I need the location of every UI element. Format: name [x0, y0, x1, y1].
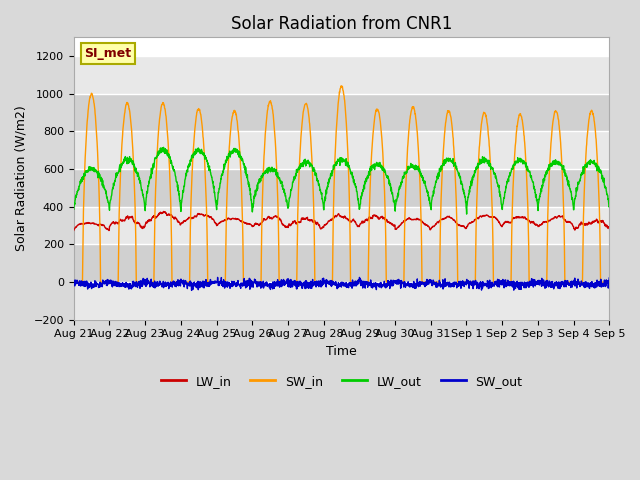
Y-axis label: Solar Radiation (W/m2): Solar Radiation (W/m2)	[15, 106, 28, 252]
SW_out	[605, 275, 613, 281]
LW_out	[369, 164, 376, 169]
LW_out	[70, 206, 77, 212]
SW_out	[573, 281, 581, 287]
SW_out	[497, 282, 505, 288]
Title: Solar Radiation from CNR1: Solar Radiation from CNR1	[231, 15, 452, 33]
LW_out	[357, 196, 365, 202]
SW_out	[220, 277, 227, 283]
SW_out	[70, 281, 77, 287]
LW_in	[70, 228, 77, 233]
SW_out	[214, 275, 221, 280]
Line: SW_out: SW_out	[74, 277, 609, 290]
LW_in	[497, 223, 505, 228]
Bar	[74, 94, 609, 132]
LW_in	[573, 225, 581, 231]
SW_in	[220, 279, 227, 285]
Legend: LW_in, SW_in, LW_out, SW_out: LW_in, SW_in, LW_out, SW_out	[156, 370, 527, 393]
LW_out	[573, 187, 581, 192]
Bar	[74, 56, 609, 94]
Bar	[74, 132, 609, 169]
LW_out	[497, 202, 505, 207]
SW_in	[369, 136, 376, 142]
Text: SI_met: SI_met	[84, 47, 132, 60]
LW_in	[357, 220, 365, 226]
SW_in	[497, 279, 505, 285]
Line: LW_in: LW_in	[74, 212, 609, 230]
LW_in	[369, 213, 377, 218]
X-axis label: Time: Time	[326, 345, 357, 358]
SW_out	[188, 288, 195, 293]
SW_in	[70, 279, 77, 285]
Bar	[74, 169, 609, 207]
LW_out	[605, 204, 613, 209]
Bar	[74, 207, 609, 244]
LW_in	[605, 226, 613, 231]
LW_out	[160, 144, 168, 150]
SW_in	[558, 166, 566, 172]
SW_out	[357, 280, 365, 286]
Bar	[74, 282, 609, 320]
SW_out	[559, 282, 566, 288]
SW_in	[573, 279, 581, 285]
Line: LW_out: LW_out	[74, 147, 609, 214]
LW_in	[160, 209, 168, 215]
LW_out	[220, 169, 227, 175]
SW_in	[357, 279, 365, 285]
Line: SW_in: SW_in	[74, 86, 609, 282]
LW_out	[463, 211, 470, 217]
SW_in	[605, 279, 613, 285]
LW_in	[105, 228, 113, 233]
LW_in	[559, 214, 566, 219]
SW_out	[369, 281, 377, 287]
LW_in	[220, 218, 227, 224]
Bar	[74, 244, 609, 282]
SW_in	[337, 83, 345, 89]
LW_out	[559, 167, 566, 172]
